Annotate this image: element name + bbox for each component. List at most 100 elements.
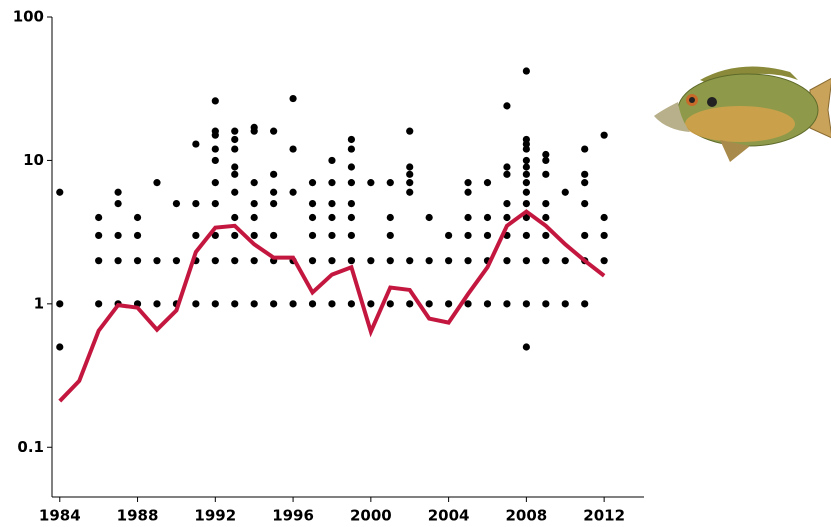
data-point bbox=[367, 257, 375, 265]
data-point bbox=[406, 163, 414, 171]
data-point bbox=[464, 213, 472, 222]
data-point bbox=[445, 257, 453, 265]
data-point bbox=[347, 257, 356, 265]
data-point bbox=[347, 179, 356, 187]
data-point bbox=[192, 199, 200, 208]
data-point bbox=[464, 257, 472, 265]
data-point bbox=[270, 188, 278, 196]
data-point bbox=[328, 231, 336, 240]
data-point bbox=[522, 140, 530, 148]
fish-illustration bbox=[654, 66, 831, 162]
data-point bbox=[483, 300, 492, 308]
data-point bbox=[522, 170, 530, 178]
data-point bbox=[153, 257, 161, 265]
data-point bbox=[231, 135, 239, 144]
data-point bbox=[542, 150, 550, 159]
data-point bbox=[522, 67, 530, 75]
data-point bbox=[211, 300, 219, 308]
data-point bbox=[270, 127, 278, 135]
data-point bbox=[464, 188, 472, 196]
data-point bbox=[522, 231, 530, 240]
data-point bbox=[289, 94, 297, 103]
data-point bbox=[445, 300, 453, 308]
data-point bbox=[211, 231, 219, 240]
data-point bbox=[561, 188, 569, 196]
data-point bbox=[270, 199, 278, 208]
data-point bbox=[503, 170, 511, 178]
data-point bbox=[542, 213, 550, 222]
data-point bbox=[542, 257, 550, 265]
data-point bbox=[250, 127, 258, 135]
data-point bbox=[250, 300, 258, 308]
data-point bbox=[231, 145, 239, 153]
data-point bbox=[581, 170, 589, 178]
data-point bbox=[211, 97, 219, 105]
data-point bbox=[133, 213, 142, 222]
data-point bbox=[542, 231, 550, 240]
data-point bbox=[581, 179, 589, 187]
data-point bbox=[581, 300, 589, 308]
data-point bbox=[231, 257, 239, 265]
data-point bbox=[367, 300, 375, 308]
data-point bbox=[114, 257, 122, 265]
data-point bbox=[406, 170, 414, 178]
data-point bbox=[347, 135, 356, 144]
data-point bbox=[172, 257, 181, 265]
data-point bbox=[231, 213, 239, 222]
x-tick-label: 2008 bbox=[506, 507, 548, 525]
data-point bbox=[503, 300, 511, 308]
data-point bbox=[503, 213, 511, 222]
data-point bbox=[153, 179, 161, 187]
x-tick-label: 1996 bbox=[272, 507, 314, 525]
data-point bbox=[522, 163, 530, 171]
data-point bbox=[270, 231, 278, 240]
data-point bbox=[95, 213, 103, 222]
data-point bbox=[600, 231, 608, 240]
data-point bbox=[581, 145, 589, 153]
data-point bbox=[522, 300, 530, 308]
data-point bbox=[483, 213, 492, 222]
data-point bbox=[308, 300, 317, 308]
data-point bbox=[192, 300, 200, 308]
data-point bbox=[406, 300, 414, 308]
mean-line bbox=[58, 209, 606, 403]
data-point bbox=[211, 156, 219, 165]
data-point bbox=[386, 179, 394, 187]
data-point bbox=[425, 213, 433, 222]
data-point bbox=[386, 231, 394, 240]
data-point bbox=[600, 213, 608, 222]
data-point bbox=[406, 127, 414, 135]
data-point bbox=[542, 199, 550, 208]
data-point bbox=[347, 213, 356, 222]
data-point bbox=[328, 257, 336, 265]
data-point bbox=[522, 179, 530, 187]
data-point bbox=[561, 300, 569, 308]
data-point bbox=[95, 300, 103, 308]
x-tick-label: 1988 bbox=[117, 507, 159, 525]
data-point bbox=[347, 199, 356, 208]
data-point bbox=[328, 300, 336, 308]
data-point bbox=[522, 257, 530, 265]
data-point bbox=[464, 300, 472, 308]
data-point bbox=[211, 179, 219, 187]
data-point bbox=[425, 300, 433, 308]
data-point bbox=[308, 199, 317, 208]
data-point bbox=[522, 199, 530, 208]
data-point bbox=[406, 257, 414, 265]
data-point bbox=[542, 300, 550, 308]
data-point bbox=[406, 188, 414, 196]
data-point bbox=[133, 257, 142, 265]
data-point bbox=[270, 300, 278, 308]
data-point bbox=[581, 199, 589, 208]
data-point bbox=[328, 213, 336, 222]
data-point bbox=[347, 163, 356, 171]
data-point bbox=[289, 145, 297, 153]
data-point bbox=[483, 179, 492, 187]
y-tick-label: 0.1 bbox=[17, 438, 44, 456]
x-tick-label: 1984 bbox=[39, 507, 81, 525]
data-point bbox=[114, 231, 122, 240]
data-point bbox=[347, 300, 356, 308]
data-point bbox=[308, 231, 317, 240]
data-point bbox=[483, 231, 492, 240]
